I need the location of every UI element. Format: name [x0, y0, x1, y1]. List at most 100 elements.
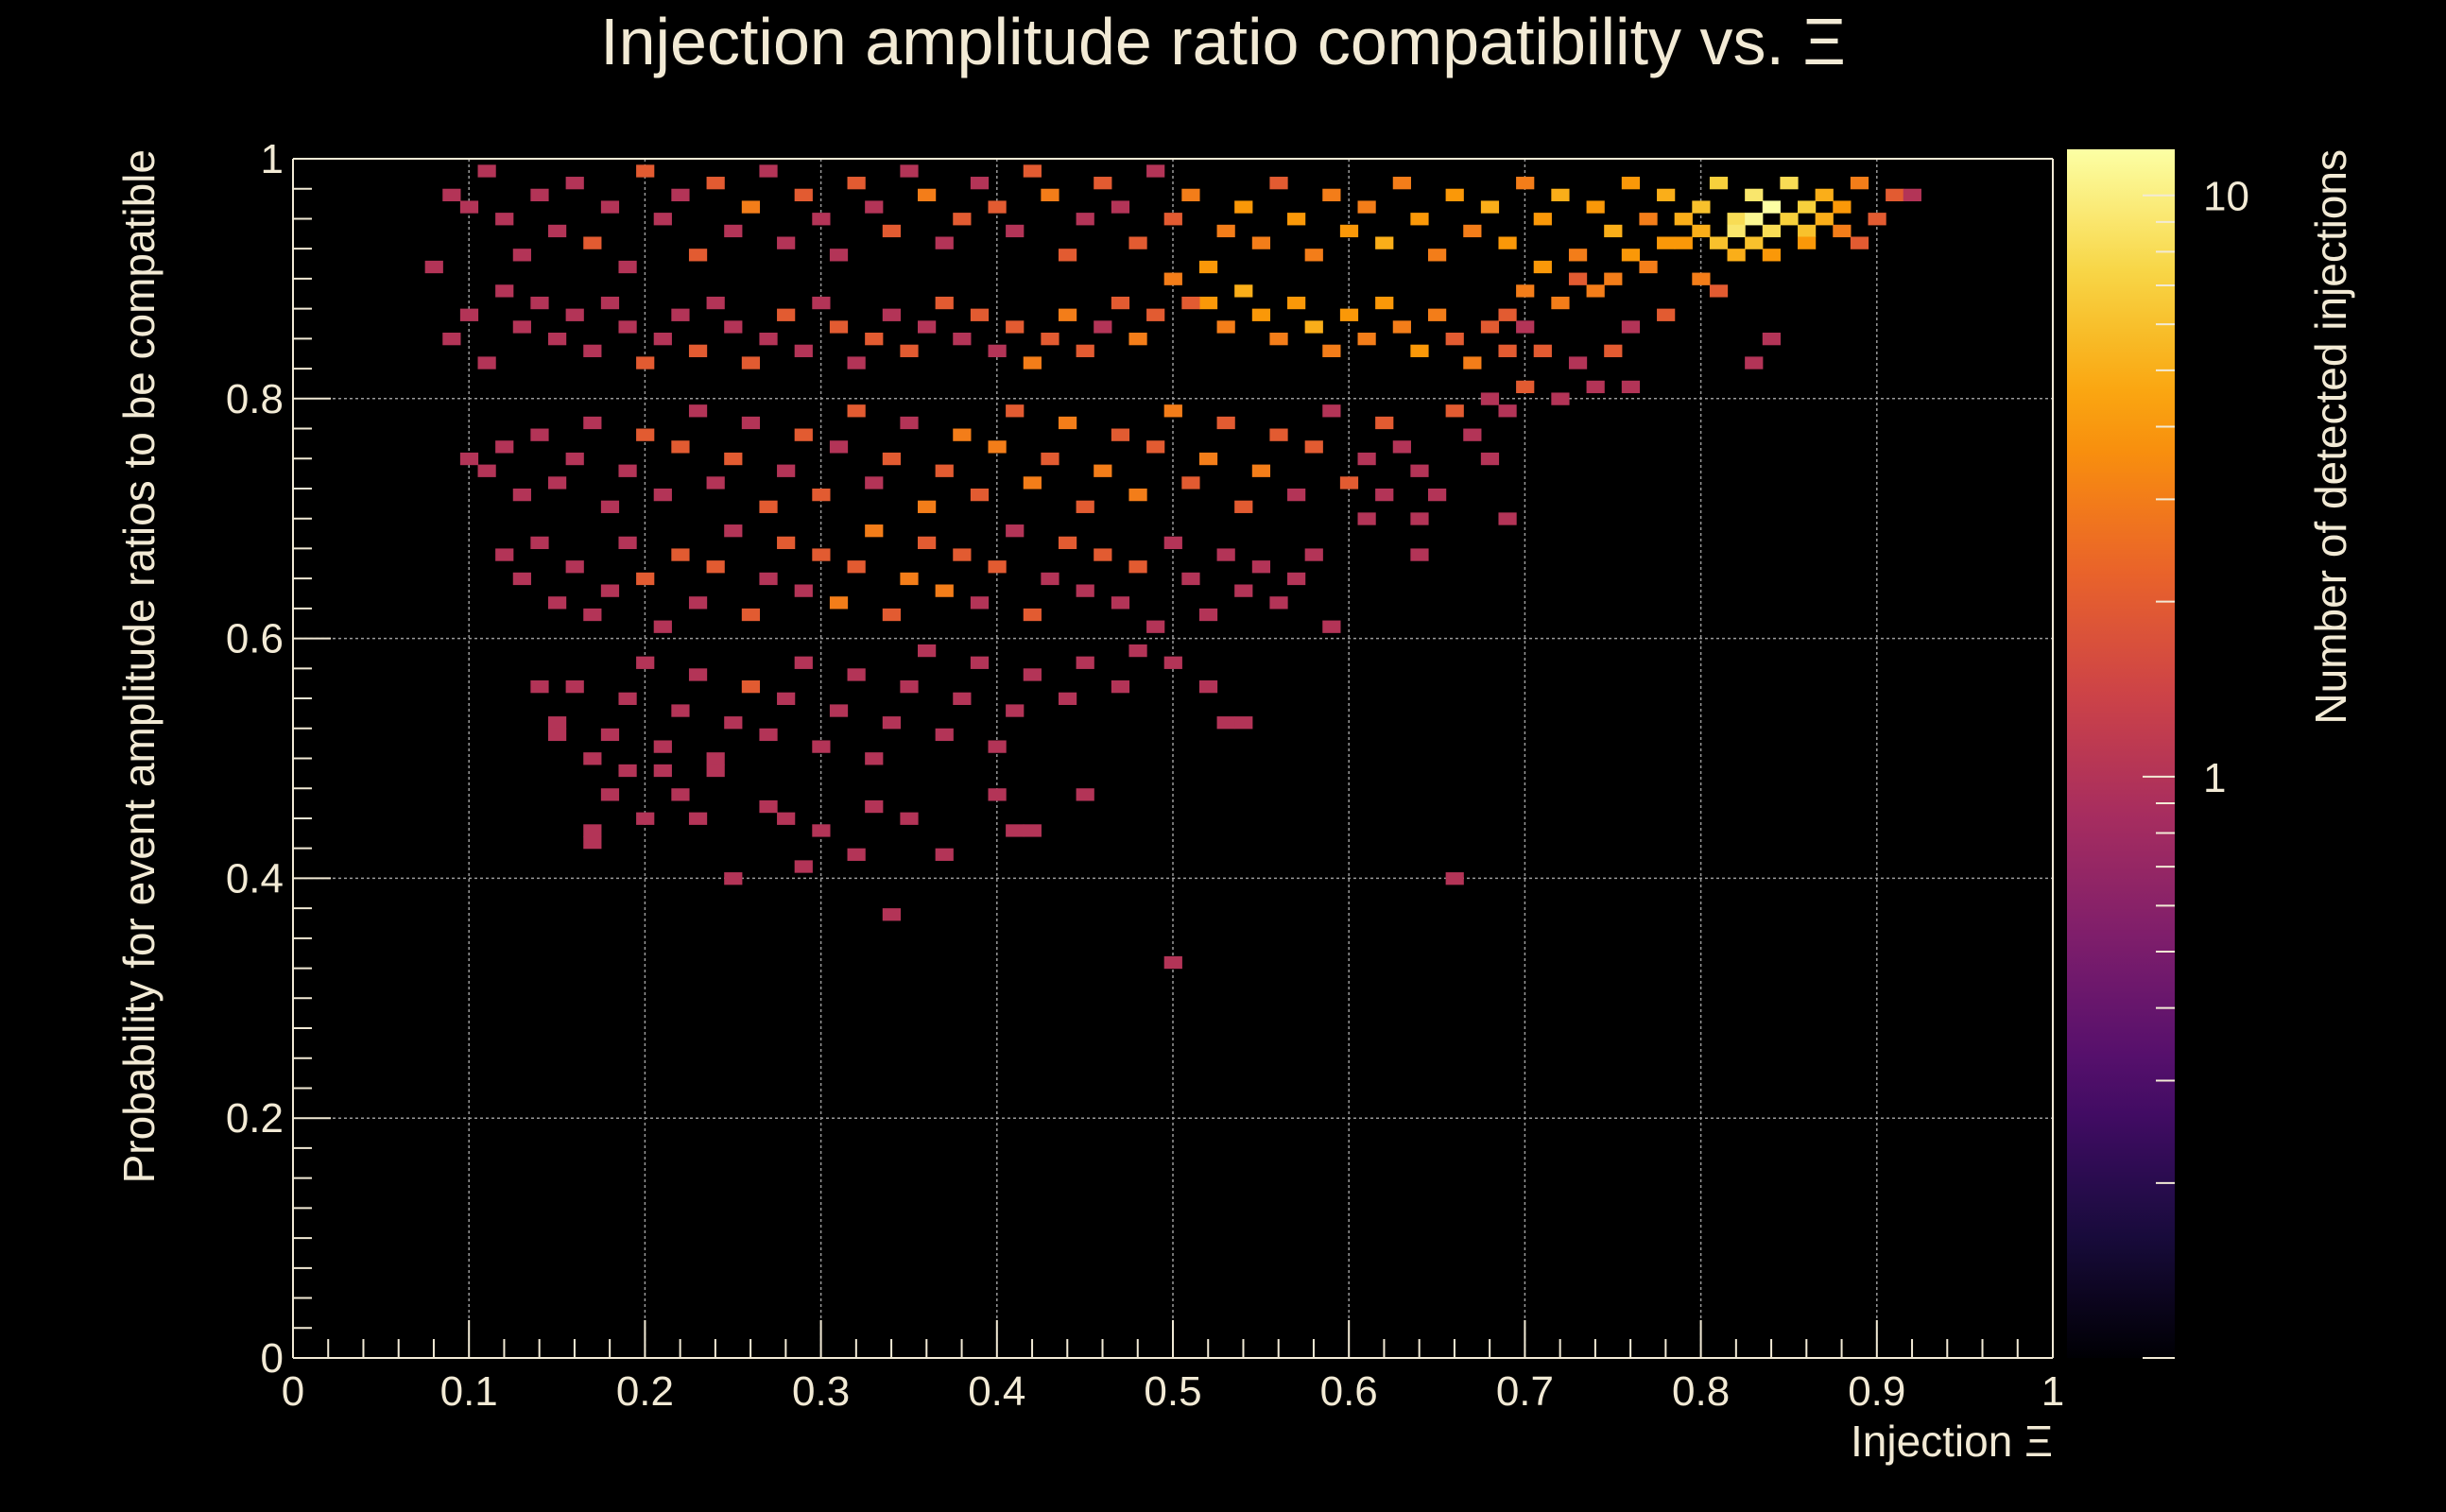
heatmap-bin: [1427, 308, 1447, 321]
heatmap-bin: [618, 764, 637, 778]
heatmap-bin: [988, 440, 1007, 454]
heatmap-bin: [812, 213, 831, 226]
heatmap-bin: [1111, 428, 1130, 441]
heatmap-bin: [741, 356, 761, 369]
heatmap-bin: [847, 356, 866, 369]
heatmap-bin: [495, 284, 514, 298]
heatmap-bin: [1304, 249, 1323, 262]
x-tick-label: 0.7: [1496, 1368, 1554, 1415]
heatmap-bin: [1568, 249, 1588, 262]
heatmap-bin: [829, 596, 849, 610]
heatmap-bin: [653, 213, 672, 226]
heatmap-bin: [1094, 548, 1112, 561]
heatmap-bin: [1322, 344, 1341, 357]
heatmap-bin: [724, 716, 743, 730]
heatmap-bin: [477, 464, 496, 477]
heatmap-bin: [1146, 164, 1165, 178]
heatmap-bin: [1551, 296, 1570, 310]
heatmap-bin: [424, 260, 443, 274]
heatmap-bin: [477, 164, 496, 178]
heatmap-bin: [1146, 620, 1165, 633]
heatmap-bin: [688, 668, 708, 681]
heatmap-bin: [1216, 548, 1235, 561]
heatmap-bin: [1480, 452, 1500, 466]
heatmap-bin: [1498, 404, 1517, 418]
heatmap-bin: [1023, 824, 1042, 837]
heatmap-bin: [442, 188, 461, 202]
heatmap-bin: [671, 548, 690, 561]
heatmap-bin: [953, 428, 972, 441]
heatmap-bin: [1304, 320, 1323, 334]
heatmap-bin: [1304, 548, 1323, 561]
heatmap-bin: [882, 452, 901, 466]
y-tick-label: 0.4: [226, 855, 284, 902]
heatmap-bin: [794, 188, 813, 202]
heatmap-bin: [495, 213, 514, 226]
x-axis-label: Injection Ξ: [1851, 1417, 2053, 1466]
heatmap-bin: [741, 680, 761, 694]
heatmap-bin: [1023, 356, 1042, 369]
heatmap-bin: [600, 200, 620, 214]
heatmap-bin: [970, 177, 990, 190]
heatmap-bin: [1076, 500, 1094, 513]
x-tick-label: 0.5: [1144, 1368, 1201, 1415]
heatmap-bin: [1657, 236, 1676, 249]
y-axis-ticks: 0 0.2 0.4 0.6 0.8 1: [226, 136, 331, 1382]
heatmap-bin: [900, 164, 919, 178]
heatmap-bin: [724, 320, 743, 334]
heatmap-bin: [1234, 716, 1253, 730]
heatmap-bin: [741, 416, 761, 430]
x-tick-label: 0.4: [968, 1368, 1025, 1415]
heatmap-bin: [706, 177, 725, 190]
heatmap-bin: [847, 404, 866, 418]
heatmap-bin: [1287, 572, 1306, 586]
color-scale-bar: 1 10: [2067, 149, 2249, 1359]
heatmap-bin: [1745, 356, 1764, 369]
heatmap-bin: [1780, 177, 1799, 190]
heatmap-bin: [812, 740, 831, 753]
heatmap-bin: [1023, 164, 1042, 178]
heatmap-bin: [1657, 188, 1676, 202]
color-scale-tick-label: 1: [2203, 755, 2226, 801]
heatmap-bin: [671, 188, 690, 202]
heatmap-bin: [618, 464, 637, 477]
heatmap-bin: [495, 548, 514, 561]
heatmap-bin: [759, 728, 778, 742]
heatmap-bin: [1727, 213, 1746, 226]
heatmap-bin: [706, 476, 725, 490]
heatmap-bin: [794, 344, 813, 357]
heatmap-bin: [565, 452, 584, 466]
heatmap-bin: [970, 308, 990, 321]
heatmap-bin: [1304, 440, 1323, 454]
heatmap-bin: [1498, 512, 1517, 525]
heatmap-bin: [530, 296, 549, 310]
heatmap-bin: [618, 260, 637, 274]
heatmap-bin: [530, 536, 549, 550]
heatmap-bin: [935, 728, 954, 742]
heatmap-bin: [1392, 440, 1411, 454]
heatmap-bin: [1006, 224, 1025, 238]
heatmap-bin: [1357, 333, 1376, 346]
heatmap-bin: [1128, 488, 1147, 502]
heatmap-bin: [636, 164, 655, 178]
heatmap-bin: [442, 333, 461, 346]
heatmap-bin: [953, 692, 972, 705]
heatmap-bin: [671, 704, 690, 717]
x-tick-label: 0.8: [1672, 1368, 1730, 1415]
heatmap-bin: [706, 764, 725, 778]
heatmap-bin: [1745, 213, 1764, 226]
heatmap-bin: [1410, 512, 1429, 525]
heatmap-bin: [1251, 560, 1271, 574]
heatmap-bin: [1375, 236, 1394, 249]
heatmap-bin: [1076, 656, 1094, 669]
heatmap-bin: [1006, 824, 1025, 837]
heatmap-bin: [1076, 213, 1094, 226]
heatmap-bin: [512, 488, 531, 502]
heatmap-bin: [1392, 320, 1411, 334]
heatmap-bin: [988, 560, 1007, 574]
heatmap-bin: [1762, 333, 1781, 346]
heatmap-bin: [1163, 213, 1182, 226]
heatmap-bin: [653, 764, 672, 778]
color-scale-gradient: [2067, 149, 2175, 1358]
heatmap-bin: [1516, 284, 1535, 298]
